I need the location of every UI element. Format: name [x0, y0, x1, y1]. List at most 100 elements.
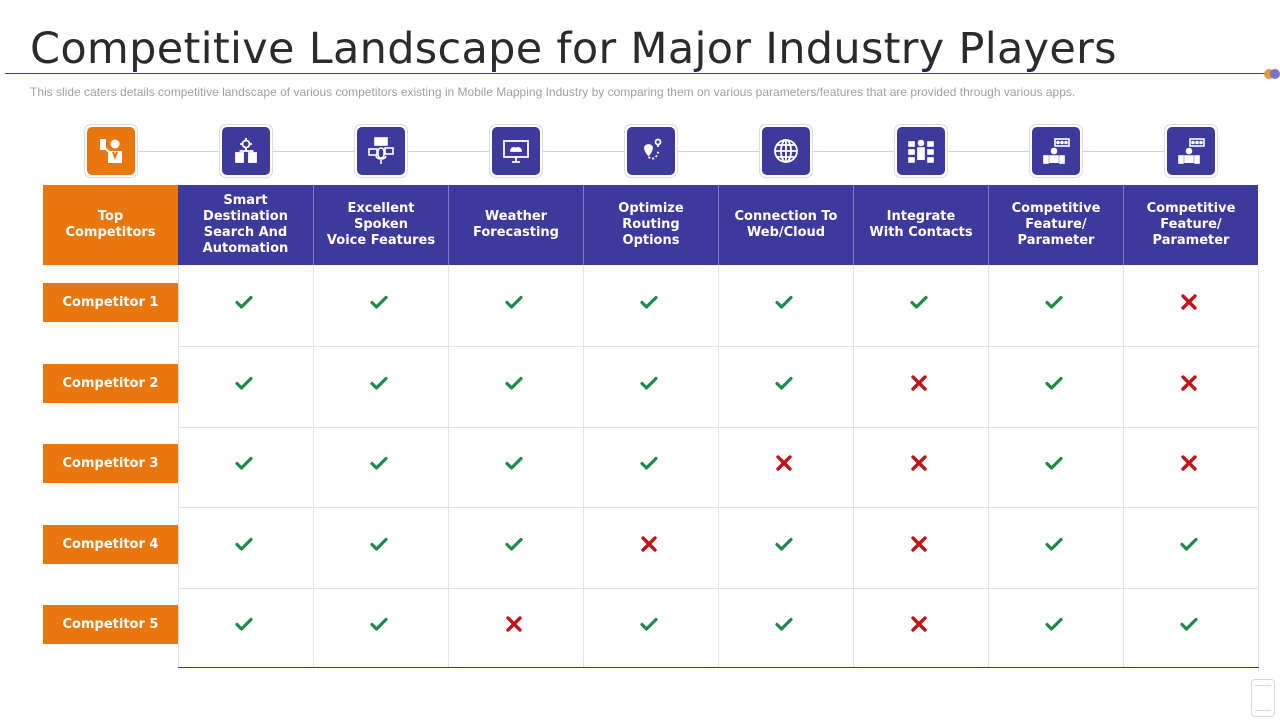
column-header-label: Smart Destination Search And Automation	[202, 193, 289, 256]
grid-line-horizontal	[178, 346, 1258, 347]
check-icon	[1044, 373, 1064, 393]
cross-icon	[909, 373, 929, 393]
grid-line-horizontal	[178, 427, 1258, 428]
check-icon	[504, 534, 524, 554]
icon-tile	[218, 124, 273, 178]
grid-line-vertical	[313, 265, 314, 667]
check-icon	[774, 614, 794, 634]
grid-line-vertical	[853, 265, 854, 667]
check-icon	[234, 614, 254, 634]
globe-icon	[761, 127, 810, 175]
column-header: Connection To Web/Cloud	[718, 185, 853, 265]
competitor-label: Competitor 4	[43, 524, 178, 564]
check-icon	[909, 292, 929, 312]
cross-icon	[639, 534, 659, 554]
cross-icon	[909, 453, 929, 473]
check-icon	[774, 292, 794, 312]
cross-icon	[1179, 292, 1199, 312]
competitor-label: Competitor 3	[43, 444, 178, 483]
check-icon	[369, 373, 389, 393]
cross-icon	[774, 453, 794, 473]
presenter-icon	[86, 127, 135, 175]
column-header-label: Weather Forecasting	[473, 209, 559, 240]
column-header-label: Competitive Feature/ Parameter	[1011, 201, 1101, 248]
check-icon	[1179, 614, 1199, 634]
column-header-label: Integrate With Contacts	[869, 209, 973, 240]
check-icon	[369, 292, 389, 312]
check-icon	[234, 453, 254, 473]
presentation-person-icon	[1031, 127, 1080, 175]
grid-line-vertical	[1123, 265, 1124, 667]
route-pin-icon	[626, 127, 675, 175]
check-icon	[639, 292, 659, 312]
icon-tile	[83, 124, 138, 178]
column-header: Competitive Feature/ Parameter	[1123, 185, 1258, 265]
column-header-label: Excellent Spoken Voice Features	[326, 201, 436, 248]
competitor-label: Competitor 5	[43, 604, 178, 644]
page-subtitle: This slide caters details competitive la…	[30, 85, 1076, 99]
column-header-label: Optimize Routing Options	[618, 201, 684, 248]
check-icon	[1044, 453, 1064, 473]
column-header-label: Connection To Web/Cloud	[734, 209, 838, 240]
check-icon	[1044, 534, 1064, 554]
check-icon	[639, 373, 659, 393]
gear-flowchart-icon	[221, 127, 270, 175]
icon-tile	[893, 124, 948, 178]
title-divider	[5, 73, 1267, 74]
check-icon	[504, 373, 524, 393]
check-icon	[639, 453, 659, 473]
grid-line-vertical	[1258, 265, 1259, 667]
cross-icon	[909, 614, 929, 634]
competitor-label: Competitor 2	[43, 363, 178, 403]
check-icon	[234, 373, 254, 393]
check-icon	[369, 534, 389, 554]
check-icon	[504, 292, 524, 312]
grid-line-vertical	[448, 265, 449, 667]
column-header: Weather Forecasting	[448, 185, 583, 265]
check-icon	[369, 614, 389, 634]
grid-line-vertical	[178, 265, 179, 667]
title-dot-purple	[1270, 69, 1280, 79]
column-header: Excellent Spoken Voice Features	[313, 185, 448, 265]
column-header: Competitive Feature/ Parameter	[988, 185, 1123, 265]
icon-tile	[488, 124, 543, 178]
competitor-label: Competitor 1	[43, 282, 178, 322]
icon-tile	[758, 124, 813, 178]
mobile-phone-icon	[1251, 679, 1275, 717]
header-top-competitors: Top Competitors	[43, 185, 178, 265]
cross-icon	[1179, 453, 1199, 473]
contacts-network-icon	[896, 127, 945, 175]
column-header-label: Competitive Feature/ Parameter	[1146, 201, 1236, 248]
cross-icon	[909, 534, 929, 554]
check-icon	[234, 292, 254, 312]
check-icon	[1044, 292, 1064, 312]
grid-line-vertical	[718, 265, 719, 667]
table-bottom-rule	[178, 667, 1259, 668]
voice-assistant-icon	[356, 127, 405, 175]
column-header: Smart Destination Search And Automation	[178, 185, 313, 265]
check-icon	[504, 453, 524, 473]
monitor-weather-icon	[491, 127, 540, 175]
check-icon	[234, 534, 254, 554]
check-icon	[369, 453, 389, 473]
grid-line-horizontal	[178, 588, 1258, 589]
grid-line-vertical	[583, 265, 584, 667]
grid-line-horizontal	[178, 507, 1258, 508]
icon-tile	[1028, 124, 1083, 178]
icon-tile	[623, 124, 678, 178]
column-header: Integrate With Contacts	[853, 185, 988, 265]
column-header: Optimize Routing Options	[583, 185, 718, 265]
title-dot-orange	[1264, 69, 1274, 79]
cross-icon	[1179, 373, 1199, 393]
page-title: Competitive Landscape for Major Industry…	[30, 24, 1117, 74]
icon-tile	[353, 124, 408, 178]
presentation-person-icon	[1166, 127, 1215, 175]
header-label: Top Competitors	[65, 209, 156, 240]
grid-line-vertical	[988, 265, 989, 667]
check-icon	[639, 614, 659, 634]
check-icon	[774, 373, 794, 393]
check-icon	[774, 534, 794, 554]
cross-icon	[504, 614, 524, 634]
check-icon	[1179, 534, 1199, 554]
check-icon	[1044, 614, 1064, 634]
